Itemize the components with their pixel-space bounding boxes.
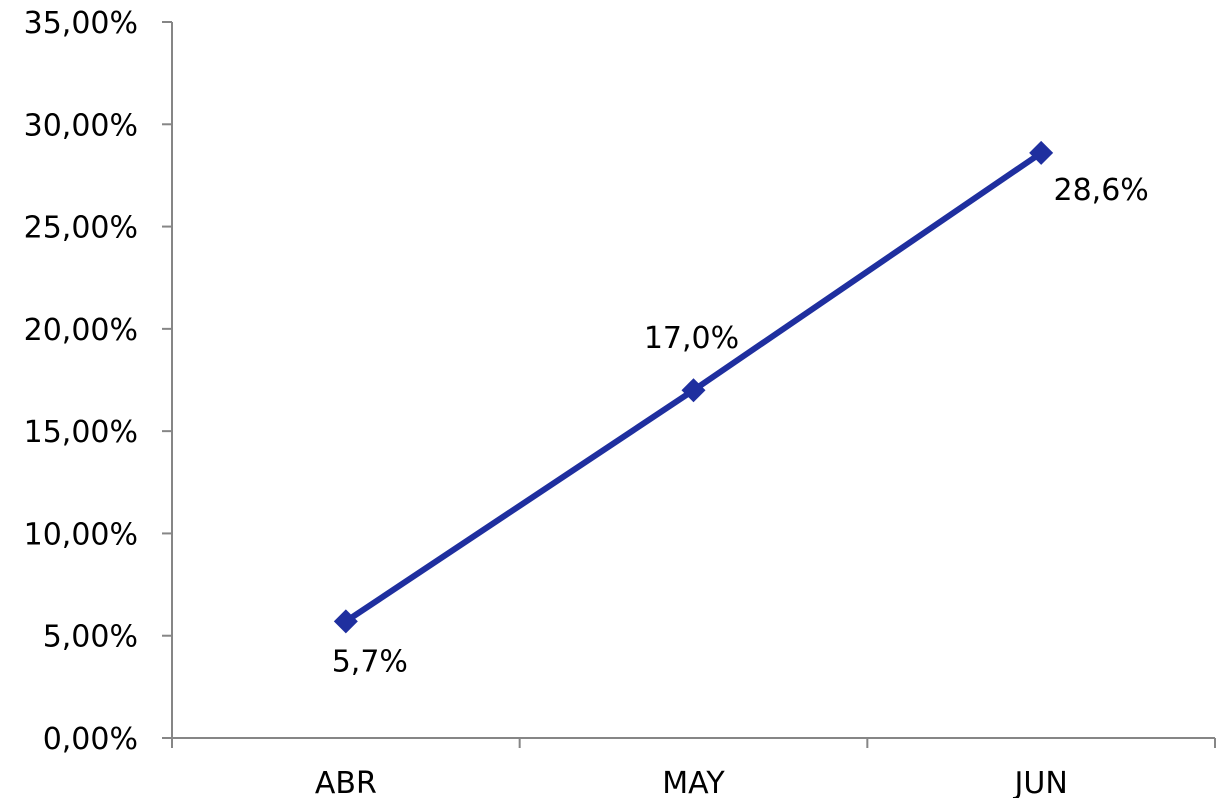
data-point-marker <box>681 378 706 403</box>
y-tick-label: 25,00% <box>24 211 138 246</box>
chart-ticks: 0,00% 5,00% 10,00% 15,00% 20,00% 25,00% 30,00%… <box>24 6 1216 798</box>
data-label: 5,7% <box>332 644 408 679</box>
y-tick-label: 10,00% <box>24 517 138 552</box>
chart-axes <box>171 22 1215 739</box>
x-tick-label: ABR <box>315 766 377 798</box>
y-tick-label: 0,00% <box>43 722 138 757</box>
x-tick-label: MAY <box>662 766 725 798</box>
chart-data-labels: 5,7% 17,0% 28,6% <box>332 173 1149 679</box>
data-label: 28,6% <box>1054 173 1149 208</box>
x-tick-label: JUN <box>1013 766 1068 798</box>
data-point-marker <box>333 609 358 634</box>
data-point-marker <box>1029 140 1054 165</box>
y-tick-label: 30,00% <box>24 108 138 143</box>
y-tick-label: 5,00% <box>43 620 138 655</box>
y-tick-label: 20,00% <box>24 313 138 348</box>
y-tick-label: 15,00% <box>24 415 138 450</box>
y-tick-label: 35,00% <box>24 6 138 41</box>
data-label: 17,0% <box>644 321 739 356</box>
chart-series <box>333 140 1054 634</box>
